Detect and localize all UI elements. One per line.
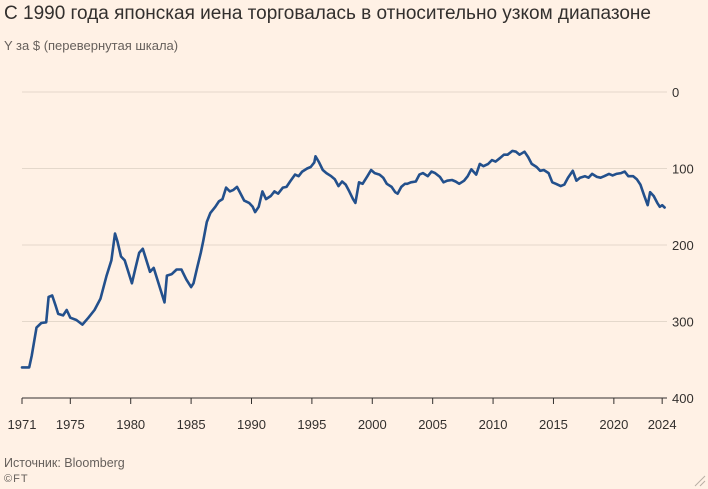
source-note: Источник: Bloomberg bbox=[4, 456, 125, 470]
x-tick-label: 2015 bbox=[539, 417, 568, 432]
y-tick-label: 400 bbox=[672, 391, 694, 406]
resize-corner-icon bbox=[694, 475, 706, 487]
x-tick-label: 1990 bbox=[237, 417, 266, 432]
x-tick-label: 2024 bbox=[648, 417, 677, 432]
chart-title: С 1990 года японская иена торговалась в … bbox=[4, 3, 651, 24]
y-tick-label: 300 bbox=[672, 315, 694, 330]
y-tick-label: 100 bbox=[672, 162, 694, 177]
x-tick-label: 2010 bbox=[479, 417, 508, 432]
chart-subtitle: Y за $ (перевернутая шкала) bbox=[4, 38, 179, 53]
x-tick-label: 1985 bbox=[177, 417, 206, 432]
ft-logo: ©FT bbox=[4, 473, 29, 485]
x-tick-label: 1971 bbox=[8, 417, 37, 432]
series-line bbox=[20, 149, 666, 369]
x-tick-label: 2000 bbox=[358, 417, 387, 432]
y-tick-label: 0 bbox=[672, 85, 679, 100]
x-tick-label: 2020 bbox=[599, 417, 628, 432]
x-tick-label: 1995 bbox=[297, 417, 326, 432]
x-tick-label: 1975 bbox=[56, 417, 85, 432]
y-tick-label: 200 bbox=[672, 238, 694, 253]
x-tick-label: 1980 bbox=[116, 417, 145, 432]
x-tick-label: 2005 bbox=[418, 417, 447, 432]
